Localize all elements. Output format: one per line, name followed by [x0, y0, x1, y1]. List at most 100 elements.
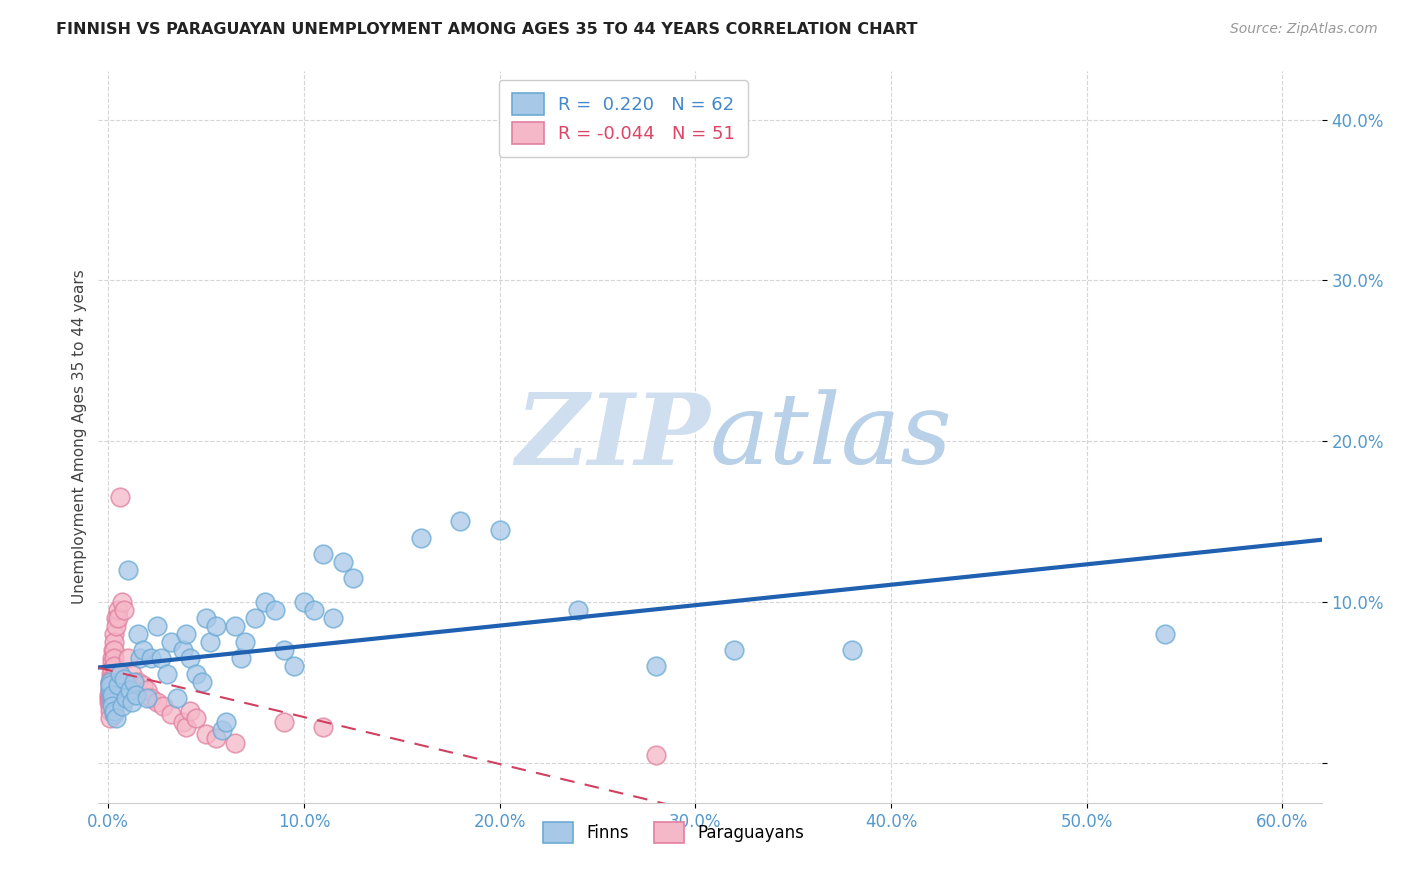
Point	[98, 694, 121, 708]
Point	[127, 627, 149, 641]
Point	[211, 723, 233, 738]
Point	[146, 694, 169, 708]
Point	[567, 603, 589, 617]
Point	[150, 651, 173, 665]
Point	[117, 651, 139, 665]
Point	[101, 678, 124, 692]
Point	[312, 720, 335, 734]
Point	[121, 667, 143, 681]
Point	[191, 675, 214, 690]
Point	[101, 694, 124, 708]
Point	[186, 667, 208, 681]
Point	[198, 635, 221, 649]
Point	[103, 651, 125, 665]
Point	[186, 710, 208, 724]
Point	[98, 675, 121, 690]
Point	[101, 662, 124, 676]
Point	[172, 715, 194, 730]
Point	[332, 555, 354, 569]
Point	[117, 563, 139, 577]
Point	[98, 678, 121, 692]
Legend: Finns, Paraguayans: Finns, Paraguayans	[536, 815, 811, 849]
Point	[98, 683, 121, 698]
Point	[103, 659, 125, 673]
Point	[100, 667, 122, 681]
Text: FINNISH VS PARAGUAYAN UNEMPLOYMENT AMONG AGES 35 TO 44 YEARS CORRELATION CHART: FINNISH VS PARAGUAYAN UNEMPLOYMENT AMONG…	[56, 22, 918, 37]
Point	[112, 672, 135, 686]
Point	[195, 727, 218, 741]
Point	[141, 651, 163, 665]
Point	[98, 688, 121, 702]
Point	[263, 603, 285, 617]
Point	[645, 659, 668, 673]
Point	[101, 688, 124, 702]
Text: ZIP: ZIP	[515, 389, 710, 485]
Point	[98, 678, 121, 692]
Point	[179, 704, 201, 718]
Point	[205, 731, 228, 746]
Point	[98, 699, 121, 714]
Point	[105, 611, 128, 625]
Point	[195, 611, 218, 625]
Point	[103, 627, 125, 641]
Point	[98, 686, 121, 700]
Point	[146, 619, 169, 633]
Point	[103, 643, 125, 657]
Y-axis label: Unemployment Among Ages 35 to 44 years: Unemployment Among Ages 35 to 44 years	[72, 269, 87, 605]
Point	[283, 659, 305, 673]
Point	[342, 571, 364, 585]
Point	[136, 683, 159, 698]
Point	[98, 694, 121, 708]
Point	[112, 603, 135, 617]
Point	[156, 667, 179, 681]
Point	[114, 691, 136, 706]
Point	[132, 643, 155, 657]
Point	[98, 675, 121, 690]
Point	[179, 651, 201, 665]
Point	[1154, 627, 1177, 641]
Point	[101, 651, 124, 665]
Point	[108, 667, 131, 681]
Point	[176, 627, 198, 641]
Point	[160, 635, 183, 649]
Point	[322, 611, 344, 625]
Point	[312, 547, 335, 561]
Point	[121, 694, 143, 708]
Point	[101, 672, 124, 686]
Point	[122, 675, 145, 690]
Point	[100, 672, 122, 686]
Point	[107, 611, 129, 625]
Point	[205, 619, 228, 633]
Point	[124, 688, 146, 702]
Point	[136, 691, 159, 706]
Point	[166, 691, 188, 706]
Point	[105, 619, 128, 633]
Point	[98, 710, 121, 724]
Point	[127, 675, 149, 690]
Point	[645, 747, 668, 762]
Point	[98, 683, 121, 698]
Point	[273, 643, 295, 657]
Point	[160, 707, 183, 722]
Point	[292, 595, 315, 609]
Point	[152, 699, 174, 714]
Point	[723, 643, 745, 657]
Point	[302, 603, 325, 617]
Point	[101, 656, 124, 670]
Point	[101, 699, 124, 714]
Point	[118, 683, 141, 698]
Point	[128, 651, 150, 665]
Point	[841, 643, 863, 657]
Point	[103, 635, 125, 649]
Point	[101, 643, 124, 657]
Point	[103, 704, 125, 718]
Point	[224, 619, 246, 633]
Point	[107, 603, 129, 617]
Point	[224, 736, 246, 750]
Point	[450, 515, 472, 529]
Point	[132, 678, 155, 692]
Text: Source: ZipAtlas.com: Source: ZipAtlas.com	[1230, 22, 1378, 37]
Point	[101, 691, 124, 706]
Point	[172, 643, 194, 657]
Point	[253, 595, 276, 609]
